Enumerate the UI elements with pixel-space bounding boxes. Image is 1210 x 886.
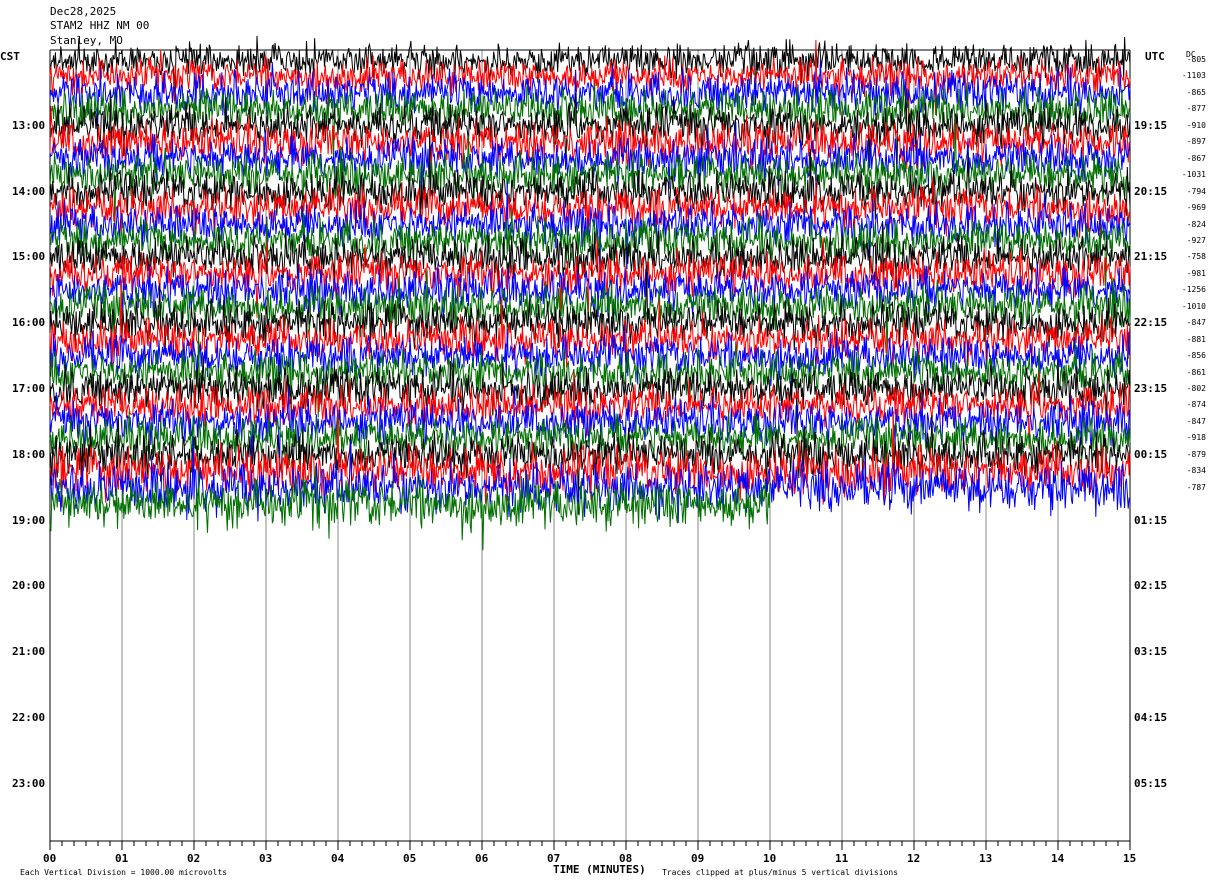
seismic-trace [49,324,1131,395]
x-tick-label: 01 [115,852,129,865]
x-tick-label: 06 [475,852,489,865]
right-hour-label: 19:15 [1134,118,1168,132]
seismic-trace [49,131,1131,220]
x-tick-label: 15 [1123,852,1137,865]
dc-offset-label: -802 [1186,384,1206,393]
left-hour-label: 17:00 [12,382,46,395]
x-tick-label: 12 [907,852,921,865]
seismic-trace [49,39,1131,136]
seismic-trace [49,35,1131,105]
dc-offset-label: -867 [1186,153,1206,163]
left-hour-label: 22:00 [12,711,46,724]
dc-offset-label: -910 [1186,120,1206,130]
x-tick-label: 08 [619,852,633,865]
dc-offset-label: -877 [1186,104,1206,114]
seismic-trace [49,82,1131,158]
dc-offset-label: -847 [1186,416,1206,426]
left-hour-label: 20:00 [12,579,46,593]
x-tick-label: 04 [331,852,345,865]
dc-offset-label: -897 [1186,137,1206,147]
dc-offset-label: -834 [1186,466,1206,476]
dc-offset-label: -865 [1186,87,1206,97]
header-date: Dec28,2025 [50,5,117,18]
right-hour-label: 23:15 [1134,382,1168,395]
dc-offset-label: -824 [1186,219,1206,229]
dc-offset-label: -787 [1186,482,1206,492]
right-hour-label: 05:15 [1134,776,1168,790]
seismic-trace [49,105,1131,171]
seismic-trace [49,237,1131,330]
seismic-trace [49,411,1131,469]
seismic-trace [49,265,1131,353]
seismic-trace [49,436,1131,524]
left-hour-label: 15:00 [12,250,46,264]
scale-note: Each Vertical Division = 1000.00 microvo… [20,868,228,877]
dc-offset-label: -1031 [1181,170,1206,180]
x-tick-label: 10 [763,852,777,865]
left-hour-label: 13:00 [12,118,46,132]
x-tick-label: 07 [547,852,561,865]
dc-offset-label: -861 [1186,367,1206,377]
seismic-trace [49,176,1131,247]
x-tick-label: 11 [835,852,849,865]
seismic-trace [49,224,1131,288]
left-hour-label: 14:00 [12,184,46,198]
x-tick-label: 03 [259,852,273,865]
left-hour-label: 19:00 [12,513,46,527]
clip-note: Traces clipped at plus/minus 5 vertical … [662,868,899,877]
right-hour-label: 03:15 [1134,645,1168,659]
right-hour-label: 00:15 [1134,447,1168,461]
seismic-trace [49,330,1131,433]
seismic-trace [49,121,1131,190]
dc-offset-label: -981 [1186,268,1206,278]
dc-offset-label: -847 [1186,318,1206,328]
seismic-trace [49,117,1131,236]
x-tick-label: 09 [691,852,705,865]
dc-offset-label: -1256 [1181,285,1206,295]
right-timezone-label: UTC [1145,50,1165,63]
x-tick-label: 14 [1051,852,1065,865]
right-hour-label: 01:15 [1134,513,1168,527]
x-tick-label: 00 [43,852,57,865]
left-timezone-label: CST [0,50,20,63]
seismic-trace [49,385,1131,478]
dc-header-label: DC [1186,50,1196,59]
header-station: STAM2 HHZ NM 00 [50,19,150,32]
dc-offset-label: -758 [1186,252,1206,262]
dc-offset-label: -969 [1186,203,1206,213]
left-hour-label: 21:00 [12,645,46,659]
right-hour-label: 02:15 [1134,579,1168,593]
x-tick-label: 05 [403,852,417,865]
seismic-trace [49,466,771,551]
right-hour-label: 21:15 [1134,250,1168,264]
left-hour-label: 18:00 [12,447,46,461]
dc-offset-label: -1103 [1181,71,1206,81]
left-hour-label: 23:00 [12,776,46,790]
header-location: Stanley, MO [50,34,123,47]
right-hour-label: 22:15 [1134,316,1168,330]
dc-offset-label: -805 [1186,55,1206,64]
dc-offset-label: -881 [1186,334,1206,344]
seismic-trace [49,181,1131,285]
left-hour-label: 16:00 [12,316,46,330]
x-tick-label: 13 [979,852,993,865]
dc-offset-label: -879 [1186,449,1206,459]
seismic-trace [49,279,1131,369]
dc-offset-label: -918 [1186,433,1206,443]
x-tick-label: 02 [187,852,201,865]
seismic-trace [49,263,1131,319]
dc-offset-label: -874 [1186,400,1206,410]
dc-offset-label: -1010 [1181,301,1206,311]
right-hour-label: 04:15 [1134,711,1168,724]
x-axis-title: TIME (MINUTES) [553,863,646,876]
dc-offset-label: -794 [1186,186,1206,196]
right-hour-label: 20:15 [1134,184,1168,198]
dc-offset-label: -927 [1186,235,1206,245]
dc-offset-label: -856 [1186,351,1206,361]
